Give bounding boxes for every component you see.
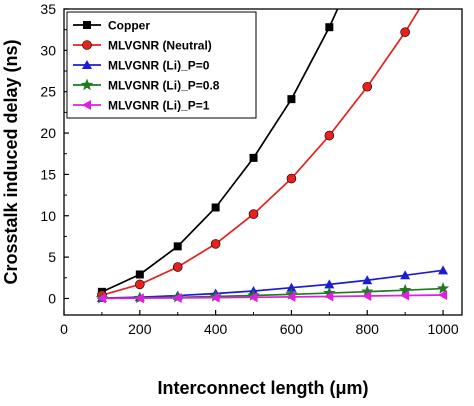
x-tick-label: 600 — [280, 321, 304, 337]
legend-item-mlvgnr-li-p-1: MLVGNR (Li)_P=1 — [73, 99, 210, 113]
series-mlvgnr-neutral — [97, 9, 421, 300]
data-point-mlvgnr-li-p-0-8 — [361, 285, 374, 297]
data-point-mlvgnr-neutral — [400, 27, 410, 37]
series-mlvgnr-li-p-0-8 — [95, 282, 450, 304]
data-point-mlvgnr-li-p-1 — [286, 291, 296, 302]
legend-marker — [82, 100, 91, 110]
data-point-mlvgnr-li-p-1 — [172, 292, 182, 303]
data-point-mlvgnr-neutral — [324, 130, 335, 141]
data-point-mlvgnr-li-p-0 — [438, 265, 449, 275]
legend-label: MLVGNR (Neutral) — [108, 39, 212, 53]
y-tick-label: 10 — [40, 208, 56, 224]
legend-marker — [80, 78, 94, 91]
data-point-mlvgnr-li-p-1 — [248, 292, 258, 303]
legend-item-mlvgnr-li-p-0-8: MLVGNR (Li)_P=0.8 — [73, 78, 220, 93]
legend-marker — [82, 40, 92, 50]
data-point-mlvgnr-li-p-1 — [324, 291, 334, 302]
series-line-mlvgnr-li-p-1 — [101, 294, 444, 300]
legend-label: MLVGNR (Li)_P=1 — [108, 99, 210, 113]
data-point-copper — [211, 203, 220, 212]
y-axis-title: Crosstalk induced delay (ns) — [1, 39, 21, 284]
legend-label: MLVGNR (Li)_P=0.8 — [108, 79, 220, 93]
data-point-mlvgnr-li-p-1 — [210, 292, 220, 303]
y-tick-label: 25 — [40, 84, 56, 100]
data-point-copper — [173, 242, 182, 251]
x-tick-label: 0 — [60, 321, 68, 337]
plot-frame — [63, 8, 463, 316]
series-line-copper — [101, 9, 339, 293]
y-tick-label: 35 — [40, 1, 56, 17]
x-tick-label: 200 — [128, 321, 152, 337]
x-tick-label: 1000 — [427, 321, 458, 337]
data-point-mlvgnr-li-p-0 — [286, 282, 297, 292]
x-tick-label: 400 — [204, 321, 228, 337]
series-line-mlvgnr-li-p-0 — [101, 269, 444, 299]
data-point-copper — [135, 270, 144, 279]
data-point-mlvgnr-li-p-0-8 — [285, 287, 298, 300]
legend-marker — [82, 60, 92, 69]
data-point-mlvgnr-neutral — [172, 262, 183, 272]
legend-item-mlvgnr-li-p-0: MLVGNR (Li)_P=0 — [73, 59, 210, 73]
data-point-mlvgnr-li-p-0 — [362, 275, 373, 285]
data-point-copper — [249, 153, 258, 162]
data-point-mlvgnr-li-p-1 — [438, 289, 448, 300]
data-point-mlvgnr-li-p-0-8 — [436, 282, 450, 294]
series-line-mlvgnr-neutral — [101, 9, 421, 296]
data-point-mlvgnr-neutral — [286, 173, 297, 184]
data-point-mlvgnr-li-p-0-8 — [398, 283, 412, 296]
data-point-mlvgnr-neutral — [362, 81, 373, 92]
legend-label: Copper — [108, 19, 150, 33]
y-tick-label: 30 — [40, 42, 56, 58]
data-point-copper — [325, 23, 334, 32]
data-point-mlvgnr-neutral — [135, 279, 145, 290]
x-axis-title: Interconnect length (μm) — [157, 378, 368, 398]
data-point-mlvgnr-li-p-1 — [134, 293, 144, 304]
legend-item-mlvgnr-neutral: MLVGNR (Neutral) — [73, 39, 212, 53]
legend-label: MLVGNR (Li)_P=0 — [108, 59, 210, 73]
legend-marker — [83, 21, 91, 29]
y-tick-label: 5 — [48, 249, 56, 265]
data-point-mlvgnr-li-p-1 — [400, 290, 410, 301]
data-point-mlvgnr-li-p-0 — [324, 279, 335, 289]
data-point-mlvgnr-li-p-0 — [400, 270, 411, 280]
data-point-mlvgnr-li-p-1 — [96, 293, 106, 304]
y-tick-label: 15 — [40, 166, 56, 182]
data-point-mlvgnr-li-p-1 — [362, 290, 372, 301]
x-tick-label: 800 — [356, 321, 380, 337]
data-point-mlvgnr-neutral — [210, 239, 221, 249]
y-tick-label: 20 — [40, 125, 56, 141]
data-point-copper — [287, 95, 296, 104]
legend-item-copper: Copper — [73, 19, 150, 33]
data-point-mlvgnr-li-p-0-8 — [323, 286, 336, 299]
data-point-mlvgnr-neutral — [248, 209, 259, 219]
series-mlvgnr-li-p-1 — [96, 289, 448, 304]
y-tick-label: 0 — [48, 290, 56, 306]
